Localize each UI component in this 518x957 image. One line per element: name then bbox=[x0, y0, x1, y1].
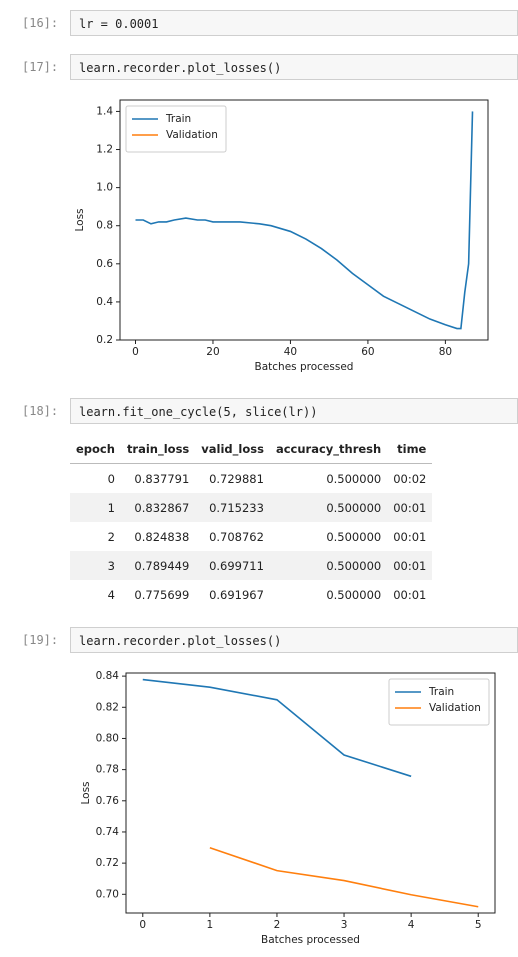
y-tick-label: 0.72 bbox=[96, 857, 119, 869]
x-tick-label: 1 bbox=[207, 919, 214, 931]
table-cell: 00:02 bbox=[393, 471, 427, 486]
table-cell: 00:01 bbox=[393, 529, 427, 544]
y-axis-label: Loss bbox=[74, 208, 86, 231]
table-cell: 0.699711 bbox=[195, 551, 270, 580]
legend-box bbox=[388, 678, 490, 726]
y-tick-label: 0.6 bbox=[96, 258, 113, 270]
y-tick-label: 0.8 bbox=[96, 220, 113, 232]
x-tick-label: 2 bbox=[274, 919, 281, 931]
table-cell: 0.500000 bbox=[326, 529, 382, 544]
table-cell: 0.500000 bbox=[269, 493, 388, 522]
x-axis-label: Batches processed bbox=[261, 934, 360, 946]
legend-label: Train bbox=[165, 113, 191, 125]
plot-frame bbox=[125, 672, 496, 914]
table-cell: 2 bbox=[107, 529, 115, 544]
table-cell: 4 bbox=[107, 587, 115, 602]
legend-label: Validation bbox=[166, 129, 218, 141]
legend: Train Validation bbox=[125, 105, 227, 153]
y-axis-label: Loss bbox=[80, 781, 92, 804]
x-axis-label: Batches processed bbox=[255, 361, 354, 373]
x-tick-label: 5 bbox=[475, 919, 482, 931]
legend-label: Validation bbox=[429, 702, 481, 714]
x-tick-label: 80 bbox=[439, 346, 452, 358]
loss-line bbox=[142, 678, 412, 778]
table-cell: 00:01 bbox=[387, 551, 433, 580]
column-header: time bbox=[387, 435, 433, 464]
header-row: epoch train_loss valid_loss accuracy_thresh… bbox=[70, 435, 433, 464]
table-cell: 0 bbox=[107, 471, 115, 486]
x-tick-label: 40 bbox=[284, 346, 297, 358]
x-tick-label: 60 bbox=[361, 346, 374, 358]
legend-box bbox=[125, 105, 227, 153]
y-tick-label: 0.4 bbox=[96, 296, 113, 308]
table-cell: 0.775699 bbox=[134, 587, 190, 602]
table-cell: 0.691967 bbox=[209, 587, 264, 602]
prompt: [18]: bbox=[22, 404, 59, 418]
x-tick-label: 0 bbox=[139, 919, 146, 931]
prompt: [19]: bbox=[22, 633, 59, 647]
column-header: accuracy_thresh bbox=[269, 435, 388, 464]
results-table: epoch train_loss valid_loss accuracy_thresh… bbox=[70, 435, 433, 609]
prompt: [17]: bbox=[22, 60, 59, 74]
y-tick-label: 0.2 bbox=[96, 334, 113, 346]
y-tick-label: 0.84 bbox=[96, 670, 120, 682]
table-cell: 0.789449 bbox=[120, 551, 196, 580]
y-tick-label: 1.2 bbox=[96, 144, 113, 156]
plot-frame bbox=[119, 99, 489, 341]
y-tick-label: 0.70 bbox=[96, 888, 119, 900]
chart: 0.70 0.72 0.74 0.76 0.78 0.80 0.82 0.84 0 1 2 3 4 5 Ba… bbox=[80, 670, 496, 946]
legend-label: Train bbox=[428, 686, 454, 698]
loss-line bbox=[135, 111, 474, 330]
table-cell: 1 bbox=[70, 493, 121, 522]
table-row: 3 0.789449 0.699711 0.500000 00:01 bbox=[70, 551, 433, 580]
table-cell: 0.500000 bbox=[326, 471, 382, 486]
y-tick-label: 0.82 bbox=[96, 701, 119, 713]
code-cell[interactable]: lr = 0.0001 bbox=[70, 10, 518, 36]
prompt: [16]: bbox=[22, 16, 59, 30]
x-tick-label: 20 bbox=[206, 346, 219, 358]
table-cell: 0.837791 bbox=[134, 471, 190, 486]
table-row: 0 0.837791 0.729881 0.500000 00:02 bbox=[70, 464, 432, 494]
table-cell: 00:01 bbox=[387, 493, 433, 522]
table-row: 2 0.824838 0.708762 0.500000 00:01 bbox=[70, 522, 432, 551]
table-cell: 00:01 bbox=[393, 587, 427, 602]
table-row: 1 0.832867 0.715233 0.500000 00:01 bbox=[70, 493, 433, 522]
y-tick-label: 1.4 bbox=[96, 105, 113, 117]
y-tick-label: 0.74 bbox=[96, 826, 120, 838]
table-cell: 0.715233 bbox=[195, 493, 270, 522]
y-tick-label: 1.0 bbox=[96, 182, 113, 194]
column-header: epoch bbox=[70, 435, 121, 464]
x-tick-label: 3 bbox=[341, 919, 348, 931]
loss-line bbox=[209, 846, 479, 908]
x-tick-label: 0 bbox=[132, 346, 139, 358]
table-row: 4 0.775699 0.691967 0.500000 00:01 bbox=[70, 580, 432, 609]
y-tick-label: 0.80 bbox=[96, 732, 119, 744]
x-tick-label: 4 bbox=[408, 919, 415, 931]
table-cell: 0.729881 bbox=[209, 471, 264, 486]
y-tick-label: 0.78 bbox=[96, 764, 119, 776]
table-cell: 0.708762 bbox=[209, 529, 264, 544]
code-cell[interactable]: learn.fit_one_cycle(5, slice(lr)) bbox=[70, 398, 518, 424]
table-cell: 0.832867 bbox=[120, 493, 196, 522]
y-tick-label: 0.76 bbox=[96, 795, 120, 807]
code-cell[interactable]: learn.recorder.plot_losses() bbox=[70, 54, 518, 80]
table-cell: 0.500000 bbox=[326, 587, 382, 602]
legend: Train Validation bbox=[388, 678, 490, 726]
column-header: train_loss bbox=[120, 435, 196, 464]
chart: 0.2 0.4 0.6 0.8 1.0 1.2 1.4 0 20 40 60 80 Batches pr… bbox=[74, 99, 489, 373]
table-cell: 0.500000 bbox=[269, 551, 388, 580]
table-cell: 0.824838 bbox=[134, 529, 190, 544]
column-header: valid_loss bbox=[195, 435, 270, 464]
table-cell: 3 bbox=[70, 551, 121, 580]
code-cell[interactable]: learn.recorder.plot_losses() bbox=[70, 627, 518, 653]
